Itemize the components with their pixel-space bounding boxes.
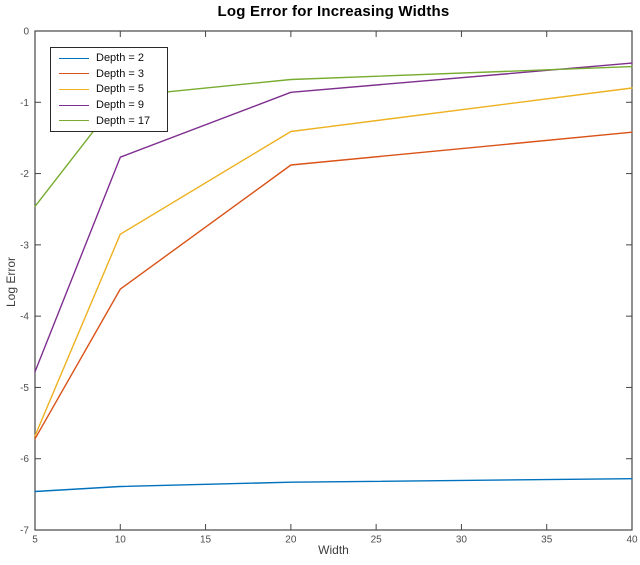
- x-tick-label: 15: [200, 534, 212, 545]
- legend-item-label: Depth = 3: [96, 67, 145, 80]
- y-tick-label: -6: [20, 454, 29, 465]
- series-line-depth-5: [34, 87, 633, 437]
- y-tick-label: 0: [23, 27, 29, 38]
- x-axis-label: Width: [318, 543, 349, 557]
- x-tick-label: 25: [371, 534, 383, 545]
- legend-item-label: Depth = 2: [96, 52, 145, 65]
- chart-title: Log Error for Increasing Widths: [217, 3, 450, 20]
- legend-line-sample: [59, 57, 89, 59]
- legend-line-sample: [59, 120, 89, 122]
- legend-line-sample: [59, 73, 89, 75]
- x-tick-label: 35: [541, 534, 553, 545]
- series-line-depth-17: [34, 65, 633, 208]
- legend-item-label: Depth = 9: [96, 99, 145, 112]
- legend-item: Depth = 3: [51, 66, 167, 81]
- legend-item: Depth = 9: [51, 98, 167, 113]
- axes-box: [34, 30, 633, 531]
- legend-line-sample: [59, 104, 89, 106]
- legend-item: Depth = 2: [51, 51, 167, 66]
- legend-line-sample: [59, 88, 89, 90]
- x-tick-label: 30: [456, 534, 468, 545]
- series-line-depth-3: [34, 131, 633, 440]
- y-tick-label: -5: [20, 383, 29, 394]
- y-tick-label: -3: [20, 240, 29, 251]
- x-tick-label: 5: [32, 534, 38, 545]
- series-line-depth-2: [34, 478, 633, 493]
- legend: Depth = 2 Depth = 3 Depth = 5 Depth = 9 Dept…: [50, 47, 168, 132]
- y-tick-label: -1: [20, 98, 29, 109]
- legend-item-label: Depth = 17: [96, 114, 151, 127]
- legend-item: Depth = 5: [51, 82, 167, 97]
- x-tick-label: 20: [285, 534, 297, 545]
- y-axis-label: Log Error: [4, 256, 18, 308]
- y-tick-label: -4: [20, 312, 29, 323]
- x-tick-label: 40: [626, 534, 638, 545]
- series-line-depth-9: [34, 62, 633, 373]
- legend-item: Depth = 17: [51, 113, 167, 128]
- legend-item-label: Depth = 5: [96, 83, 145, 96]
- y-tick-label: -7: [20, 526, 29, 537]
- x-tick-label: 10: [115, 534, 127, 545]
- y-tick-label: -2: [20, 169, 29, 180]
